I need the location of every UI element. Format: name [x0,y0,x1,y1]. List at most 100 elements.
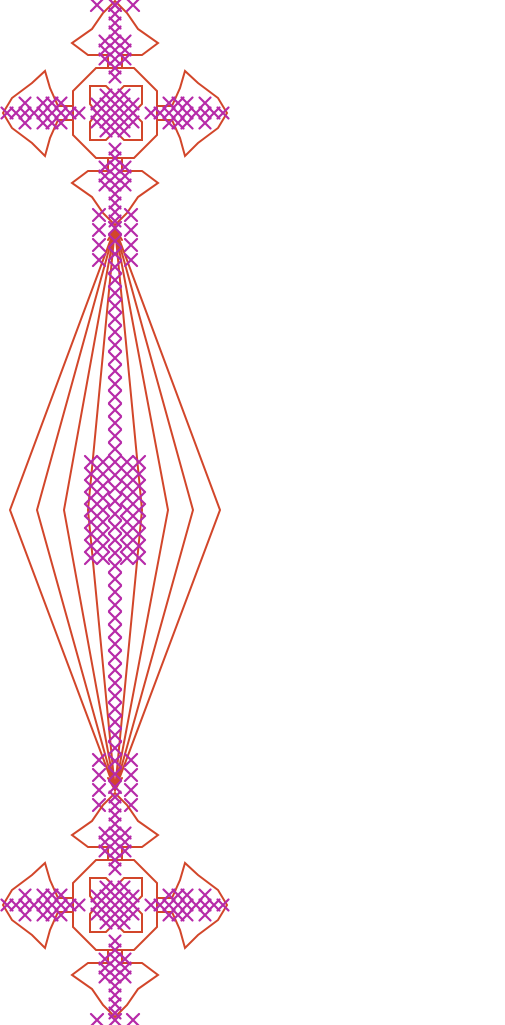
cross-stitch [91,767,107,783]
cross-stitch [125,1012,141,1025]
cross-stitch [123,252,139,268]
cross-stitch [180,96,194,110]
cross-stitch [18,106,32,120]
cross-stitch [107,415,123,431]
cross-stitch [98,43,112,57]
cross-stitch [83,454,99,470]
cross-stitch [98,835,112,849]
cross-stitch [131,454,147,470]
cross-stitch [117,916,131,930]
cross-stitch [162,116,176,130]
cross-stitch [125,0,141,13]
cross-stitch [72,898,86,912]
cross-stitch [107,233,123,249]
cross-stitch [36,116,50,130]
cross-stitch [107,610,123,626]
cross-stitch [180,116,194,130]
cross-stitch [119,526,135,542]
cross-stitch [108,997,122,1011]
left-arm-outline [1,69,74,158]
cross-stitch [119,466,135,482]
cross-stitch [107,727,123,743]
cross-stitch [119,514,135,530]
cross-stitch [107,545,123,561]
cross-stitch [83,538,99,554]
cross-stitch [83,550,99,566]
cross-stitch [95,514,111,530]
cross-stitch [131,550,147,566]
cross-stitch [123,207,139,223]
cross-stitch [99,124,113,138]
right-arm-outline [156,861,229,950]
cross-stitch [108,196,122,210]
cross-stitch [107,740,123,756]
cross-stitch [72,106,86,120]
cross-stitch [36,908,50,922]
cross-stitch [119,454,135,470]
cross-stitch [123,767,139,783]
cross-stitch [98,844,112,858]
cross-stitch [118,52,132,66]
cross-stitch [123,237,139,253]
cross-stitch [107,350,123,366]
cross-stitch [107,311,123,327]
cross-stitch [107,285,123,301]
cross-stitch [198,116,212,130]
cross-stitch [107,779,123,795]
cross-stitch [108,862,122,876]
cross-stitch [198,106,212,120]
bottom-cross-stitch-medallion [0,790,230,1020]
cross-stitch [107,480,123,496]
lens-outline-3 [62,227,170,791]
right-arm-outline [156,69,229,158]
cross-stitch [119,550,135,566]
cross-stitch [107,441,123,457]
cross-stitch [108,1006,122,1020]
cross-stitch [95,526,111,542]
cross-stitch [108,7,122,21]
cross-stitch [54,96,68,110]
cross-stitch [107,636,123,652]
cross-stitch [99,916,113,930]
cross-stitch [162,908,176,922]
cross-stitch [18,116,32,130]
cross-stitch [131,502,147,518]
cross-stitch [83,526,99,542]
cross-stitch [0,898,14,912]
cross-stitch [107,584,123,600]
cross-stitch [171,116,185,130]
cross-stitch [36,888,50,902]
left-arm-outline [1,861,74,950]
cross-stitch [107,454,123,470]
cross-stitch [98,178,112,192]
cross-stitch [119,478,135,494]
cross-stitch [118,826,132,840]
diamond-lens-outlines [8,224,222,794]
cross-stitch [83,502,99,518]
cross-stitch [118,160,132,174]
top-cross-stitch-medallion [0,0,230,228]
cross-stitch [107,571,123,587]
cross-stitch [54,888,68,902]
cross-stitch [98,952,112,966]
cross-stitch [107,337,123,353]
cross-stitch [107,363,123,379]
cross-stitch [180,908,194,922]
cross-stitch [107,675,123,691]
cross-stitch [198,908,212,922]
cross-stitch [198,898,212,912]
cross-stitch [118,970,132,984]
cross-stitch [118,952,132,966]
cross-stitch [107,298,123,314]
cross-stitch [107,649,123,665]
cross-stitch [98,34,112,48]
cross-stitch [95,550,111,566]
cross-stitch [162,96,176,110]
cross-stitch [107,532,123,548]
cross-stitch [118,34,132,48]
cross-stitch [98,826,112,840]
cross-stitch [144,898,158,912]
cross-stitch [98,169,112,183]
bottom-arm-outline [70,157,160,227]
cross-stitch [95,490,111,506]
